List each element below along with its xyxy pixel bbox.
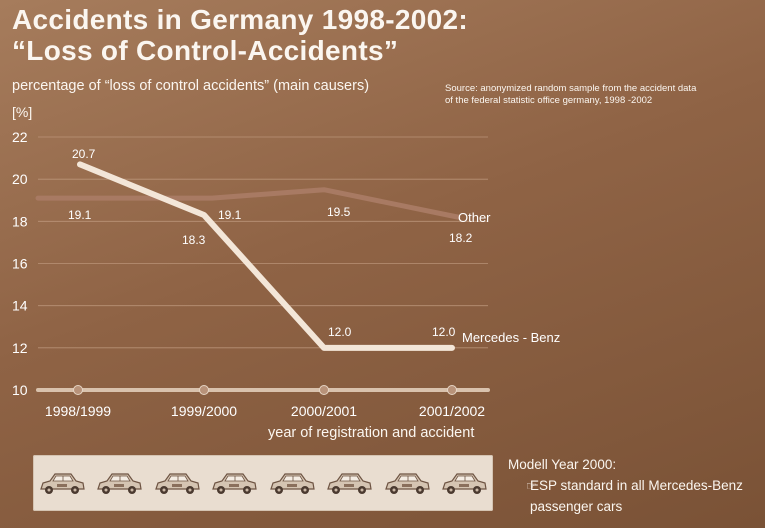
data-label-other: 19.1 (218, 208, 242, 222)
y-tick-label: 22 (12, 129, 28, 145)
car-icon (154, 473, 200, 494)
chart-title: Accidents in Germany 1998-2002: “Loss of… (12, 4, 468, 66)
note-line-2: passenger cars (530, 499, 623, 514)
y-tick-label: 18 (12, 213, 28, 229)
car-icon (384, 473, 430, 494)
note-line-1: ESP standard in all Mercedes-Benz (530, 478, 743, 493)
car-icon (327, 473, 372, 494)
note-heading: Modell Year 2000: (508, 457, 617, 472)
x-axis-marker (199, 385, 209, 395)
series-name-other: Other (458, 210, 491, 225)
y-axis-unit: [%] (12, 104, 33, 120)
data-label-other: 19.1 (68, 208, 92, 222)
x-tick-label: 2000/2001 (291, 403, 357, 419)
x-axis-marker (447, 385, 457, 395)
car-icon (212, 473, 257, 494)
data-label-other: 19.5 (327, 205, 351, 219)
model-year-note: Modell Year 2000: ☞ ESP standard in all … (508, 454, 743, 517)
x-axis-marker (319, 385, 329, 395)
source-line-2: of the federal statistic office germany,… (445, 95, 653, 106)
source-line-1: Source: anonymized random sample from th… (445, 83, 697, 94)
y-tick-label: 16 (12, 256, 28, 272)
chart-subtitle: percentage of “loss of control accidents… (12, 78, 370, 94)
y-tick-label: 10 (12, 382, 28, 398)
series-name-mercedes-benz: Mercedes - Benz (462, 330, 560, 345)
y-tick-label: 14 (12, 298, 28, 314)
car-icon (442, 473, 487, 494)
data-label-mercedes-benz: 12.0 (432, 325, 456, 339)
x-tick-label: 1998/1999 (45, 403, 111, 419)
x-tick-label: 2001/2002 (419, 403, 485, 419)
pointing-hand-icon: ☞ (526, 479, 537, 493)
car-icon (39, 473, 85, 494)
data-label-mercedes-benz: 20.7 (72, 147, 96, 161)
y-tick-label: 12 (12, 340, 28, 356)
car-icon (269, 473, 315, 494)
title-line-2: “Loss of Control-Accidents” (12, 35, 399, 66)
car-icon (97, 473, 142, 494)
data-label-mercedes-benz: 12.0 (328, 325, 352, 339)
x-axis-title: year of registration and accident (268, 425, 475, 441)
y-tick-label: 20 (12, 171, 28, 187)
x-axis-marker (73, 385, 83, 395)
series-line-mercedes-benz (77, 161, 455, 351)
series-line-other (35, 187, 461, 220)
car-lineup-strip (33, 455, 493, 511)
title-line-1: Accidents in Germany 1998-2002: (12, 4, 468, 35)
source-note: Source: anonymized random sample from th… (445, 83, 755, 107)
x-tick-label: 1999/2000 (171, 403, 237, 419)
data-label-mercedes-benz: 18.3 (182, 233, 206, 247)
data-label-other: 18.2 (449, 231, 473, 245)
